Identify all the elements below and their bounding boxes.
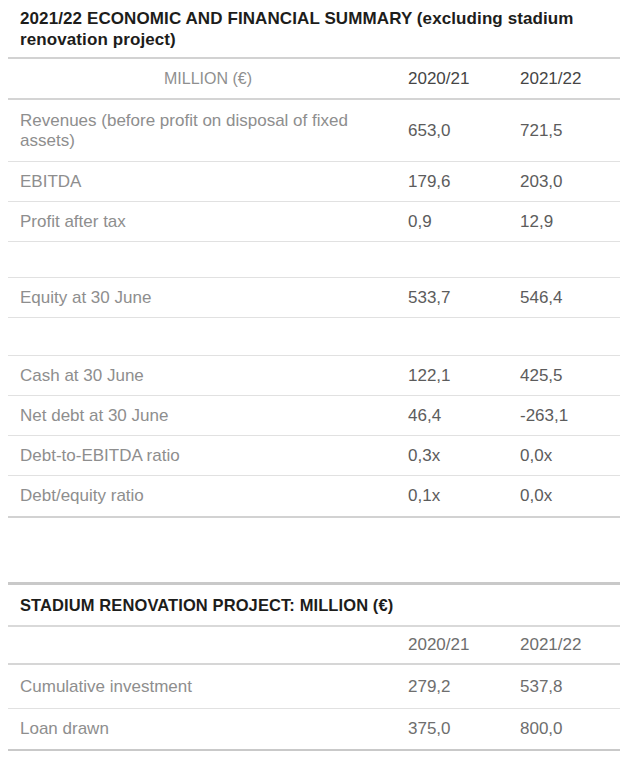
table-row-ebitda: EBITDA 179,6 203,0 <box>8 162 620 202</box>
table-row-net-debt: Net debt at 30 June 46,4 -263,1 <box>8 396 620 436</box>
stadium-table-title-row: STADIUM RENOVATION PROJECT: MILLION (€) <box>8 585 620 627</box>
value-2021-22: 0,0x <box>520 446 620 466</box>
value-2020-21: 0,9 <box>408 212 520 232</box>
table-row-blank <box>8 318 620 356</box>
value-2020-21: 375,0 <box>408 719 520 739</box>
value-2021-22: 546,4 <box>520 288 620 308</box>
row-label: EBITDA <box>8 172 392 192</box>
value-2021-22: -263,1 <box>520 406 620 426</box>
row-label: Equity at 30 June <box>8 288 392 308</box>
table-row-cumulative-investment: Cumulative investment 279,2 537,8 <box>8 665 620 709</box>
report-page: 2021/22 ECONOMIC AND FINANCIAL SUMMARY (… <box>0 8 640 751</box>
table-row-loan-drawn: Loan drawn 375,0 800,0 <box>8 709 620 751</box>
stadium-table-title: STADIUM RENOVATION PROJECT: MILLION (€) <box>8 596 393 615</box>
table-row-profit-after-tax: Profit after tax 0,9 12,9 <box>8 202 620 242</box>
row-label: Cumulative investment <box>8 677 392 697</box>
column-header-2021-22: 2021/22 <box>520 69 620 89</box>
row-label: Cash at 30 June <box>8 366 392 386</box>
value-2021-22: 721,5 <box>520 121 620 141</box>
row-label: Debt/equity ratio <box>8 486 392 506</box>
table-row-cash: Cash at 30 June 122,1 425,5 <box>8 356 620 396</box>
value-2021-22: 537,8 <box>520 677 620 697</box>
table-row-equity: Equity at 30 June 533,7 546,4 <box>8 278 620 318</box>
row-label: Debt-to-EBITDA ratio <box>8 446 392 466</box>
value-2020-21: 533,7 <box>408 288 520 308</box>
value-2020-21: 0,1x <box>408 486 520 506</box>
table-row-debt-to-ebitda: Debt-to-EBITDA ratio 0,3x 0,0x <box>8 436 620 476</box>
value-2020-21: 46,4 <box>408 406 520 426</box>
section-spacer <box>0 518 640 582</box>
value-2020-21: 653,0 <box>408 121 520 141</box>
page-title: 2021/22 ECONOMIC AND FINANCIAL SUMMARY (… <box>20 8 605 50</box>
value-2020-21: 122,1 <box>408 366 520 386</box>
table-row-blank <box>8 242 620 278</box>
value-2021-22: 12,9 <box>520 212 620 232</box>
value-2021-22: 800,0 <box>520 719 620 739</box>
value-2020-21: 0,3x <box>408 446 520 466</box>
column-header-2021-22: 2021/22 <box>520 635 620 655</box>
row-label: Loan drawn <box>8 719 392 739</box>
column-header-2020-21: 2020/21 <box>408 69 520 89</box>
value-2021-22: 425,5 <box>520 366 620 386</box>
value-2020-21: 179,6 <box>408 172 520 192</box>
table-row-debt-equity: Debt/equity ratio 0,1x 0,0x <box>8 476 620 518</box>
column-header-2020-21: 2020/21 <box>408 635 520 655</box>
summary-table: MILLION (€) 2020/21 2021/22 Revenues (be… <box>8 57 620 518</box>
value-2020-21: 279,2 <box>408 677 520 697</box>
value-2021-22: 203,0 <box>520 172 620 192</box>
row-label: Revenues (before profit on disposal of f… <box>8 111 392 151</box>
table-row-revenues: Revenues (before profit on disposal of f… <box>8 100 620 162</box>
column-header-million-eur: MILLION (€) <box>8 69 408 89</box>
summary-table-header-row: MILLION (€) 2020/21 2021/22 <box>8 57 620 100</box>
stadium-table-header-row: 2020/21 2021/22 <box>8 627 620 665</box>
value-2021-22: 0,0x <box>520 486 620 506</box>
row-label: Net debt at 30 June <box>8 406 392 426</box>
stadium-table: STADIUM RENOVATION PROJECT: MILLION (€) … <box>8 582 620 751</box>
row-label: Profit after tax <box>8 212 392 232</box>
